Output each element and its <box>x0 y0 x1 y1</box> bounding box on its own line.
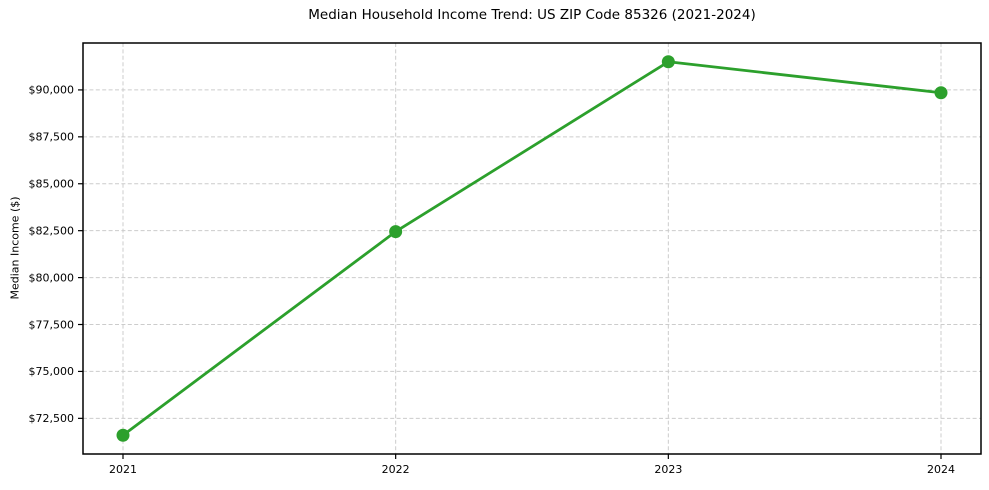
trend-line <box>121 60 943 437</box>
y-tick-label: $72,500 <box>29 412 75 425</box>
y-tick-label: $90,000 <box>29 84 75 97</box>
y-tick-label: $77,500 <box>29 318 75 331</box>
data-point-2022 <box>389 225 403 239</box>
x-tick-label: 2024 <box>927 463 955 476</box>
y-tick-label: $82,500 <box>29 224 75 237</box>
y-tick-label: $87,500 <box>29 131 75 144</box>
x-tick-label: 2021 <box>109 463 137 476</box>
x-tick-label: 2023 <box>654 463 682 476</box>
data-point-2021 <box>116 428 130 442</box>
chart-title: Median Household Income Trend: US ZIP Co… <box>308 7 756 23</box>
y-tick-label: $80,000 <box>29 271 75 284</box>
y-tick-label: $75,000 <box>29 365 75 378</box>
data-point-2023 <box>661 55 675 69</box>
x-tick-label: 2022 <box>382 463 410 476</box>
plot-border <box>82 42 982 455</box>
y-tick-label: $85,000 <box>29 178 75 191</box>
data-point-2024 <box>934 86 948 100</box>
